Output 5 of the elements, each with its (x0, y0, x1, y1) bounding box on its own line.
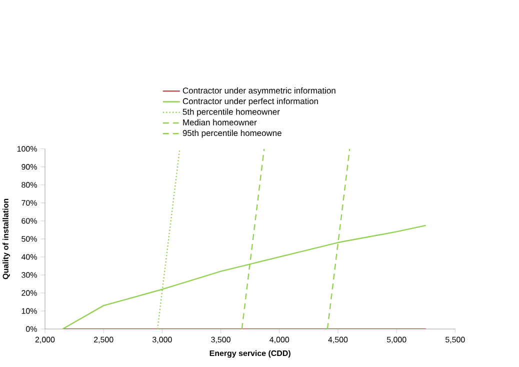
legend-label: Contractor under asymmetric information (182, 87, 336, 96)
legend-label: 5th percentile homeowner (182, 108, 280, 116)
legend-label: Median homeowner (183, 119, 257, 126)
legend-label: Contractor under perfect information (182, 98, 318, 106)
legend-label: 95th percentile homeowne (182, 130, 282, 138)
